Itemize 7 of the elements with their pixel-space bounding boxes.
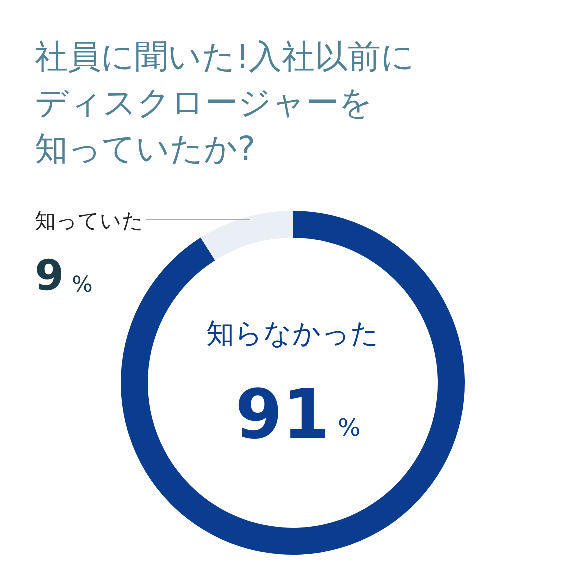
slice-label: 知らなかった xyxy=(206,317,380,350)
data-label: 9% xyxy=(35,251,93,300)
chart-title: 社員に聞いた!入社以前にディスクロージャーを知っていたか? xyxy=(35,37,416,168)
slice-label: 知っていた xyxy=(35,209,144,233)
donut-slice xyxy=(121,211,465,555)
donut-slice xyxy=(200,211,293,261)
data-label: 91% xyxy=(235,376,361,455)
